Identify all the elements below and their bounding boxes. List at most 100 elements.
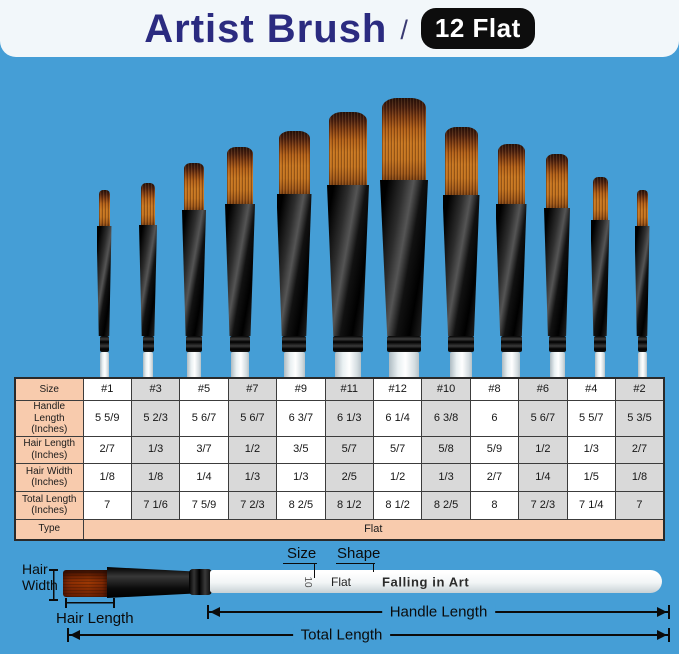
table-cell: #3	[130, 377, 181, 401]
table-cell: 1/3	[421, 462, 471, 492]
table-cell: 8 1/2	[372, 490, 423, 520]
brush-hair	[444, 127, 478, 195]
brush-crimp	[186, 336, 202, 352]
table-cell: 8 2/5	[276, 490, 326, 520]
brush-crimp	[637, 336, 647, 352]
brush-crimp	[500, 336, 522, 352]
table-cell: 1/3	[276, 462, 326, 492]
table-cell: 7 5/9	[179, 490, 229, 520]
arrow-right-icon	[657, 630, 667, 640]
brush-hair	[141, 183, 155, 225]
table-cell: 1/8	[614, 462, 665, 492]
type-value-cell: Flat	[82, 518, 665, 540]
brush-crimp	[333, 336, 363, 352]
brush-ferrule	[276, 194, 312, 336]
brush-crimp	[99, 336, 109, 352]
brush-ferrule	[139, 225, 157, 336]
brush-8	[495, 144, 527, 377]
brush-crimp	[448, 336, 474, 352]
table-cell: 8 1/2	[324, 490, 374, 520]
brush-handle	[637, 352, 647, 377]
table-row: Hair Width (Inches) 1/8 1/8 1/4 1/3 1/3 2/5 1/2 1…	[14, 462, 665, 492]
table-cell: 5 6/7	[227, 400, 278, 437]
hair-width-dimension-line	[49, 569, 58, 601]
brush-ferrule	[327, 185, 369, 336]
brush-hair	[184, 163, 204, 210]
table-cell: 1/2	[518, 435, 568, 464]
total-length-dimension-line: Total Length	[67, 626, 670, 644]
handle-length-label: Handle Length	[381, 603, 496, 621]
brush-ferrule	[225, 204, 255, 336]
brush-11	[327, 112, 369, 377]
total-length-label: Total Length	[292, 626, 391, 644]
arrow-left-icon	[70, 630, 80, 640]
brush-hair	[329, 112, 367, 185]
handle-size-mark: 10	[302, 575, 314, 588]
brush-ferrule	[590, 220, 610, 336]
hair-length-dimension-line	[65, 598, 115, 608]
brush-ferrule	[634, 226, 650, 336]
brush-hair	[382, 98, 426, 180]
table-cell: 7 1/6	[130, 490, 181, 520]
brush-hair	[592, 177, 608, 220]
table-cell: 7	[82, 490, 132, 520]
brush-hair	[227, 147, 253, 204]
table-cell: 1/2	[227, 435, 278, 464]
handle-length-dimension-line: Handle Length	[207, 603, 670, 621]
table-cell: 6 3/8	[421, 400, 471, 437]
shape-callout-label: Shape	[337, 545, 381, 562]
brush-photo-row	[96, 98, 650, 377]
row-header: Hair Width (Inches)	[14, 462, 84, 492]
table-cell: 2/7	[469, 462, 520, 492]
table-cell: 2/7	[82, 435, 132, 464]
brush-crimp	[230, 336, 250, 352]
diagram-brush-crimp	[189, 569, 212, 595]
brush-handle	[549, 352, 565, 377]
brush-ferrule	[182, 210, 206, 336]
brush-crimp	[548, 336, 566, 352]
shape-leader-line	[336, 563, 375, 564]
table-cell: 5/7	[372, 435, 423, 464]
brush-handle	[450, 352, 472, 377]
brush-hair	[278, 131, 310, 194]
size-badge: 12 Flat	[420, 8, 535, 49]
brush-crimp	[282, 336, 306, 352]
diagram-brush-ferrule	[107, 567, 192, 598]
page-title: Artist Brush	[144, 6, 388, 51]
brush-handle	[187, 352, 201, 377]
table-cell: 1/3	[566, 435, 616, 464]
table-cell: 1/3	[130, 435, 181, 464]
table-cell: 5/7	[324, 435, 374, 464]
table-cell: #10	[421, 377, 471, 401]
handle-shape-mark: Flat	[331, 574, 352, 589]
brush-handle	[595, 352, 605, 377]
table-cell: 6 1/4	[372, 400, 423, 437]
brush-handle	[99, 352, 109, 377]
table-cell: 7 2/3	[518, 490, 568, 520]
brush-handle	[283, 352, 305, 377]
diagram-brush-handle: 10 Flat Falling in Art	[210, 570, 662, 593]
table-cell: 1/4	[518, 462, 568, 492]
table-cell: 7	[614, 490, 665, 520]
size-callout-label: Size	[287, 545, 317, 562]
table-row: Total Length (Inches) 7 7 1/6 7 5/9 7 2/3 8 2/…	[14, 490, 665, 520]
table-cell: 5/8	[421, 435, 471, 464]
table-row: Hair Length (Inches) 2/7 1/3 3/7 1/2 3/5 5/7 5/7…	[14, 435, 665, 464]
table-cell: 5 6/7	[179, 400, 229, 437]
table-cell: 8 2/5	[421, 490, 471, 520]
brush-crimp	[387, 336, 421, 352]
diagram-brush-hair	[63, 570, 109, 597]
table-cell: #6	[518, 377, 568, 401]
brush-4	[590, 177, 610, 377]
size-leader-drop	[314, 564, 315, 578]
row-header: Handle Length (Inches)	[14, 400, 84, 437]
brush-handle	[231, 352, 249, 377]
brush-6	[544, 154, 570, 377]
brush-ferrule	[96, 226, 112, 336]
size-leader-line	[283, 563, 317, 564]
title-separator: /	[400, 15, 408, 45]
table-cell: 1/4	[179, 462, 229, 492]
table-cell: 6 1/3	[324, 400, 374, 437]
